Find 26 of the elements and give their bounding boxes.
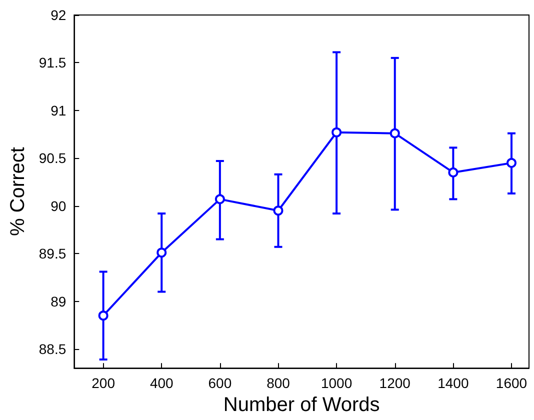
- point: [506, 158, 517, 168]
- x-tick-label: 1000: [320, 375, 352, 392]
- x-tick-label: 800: [266, 375, 290, 392]
- x-axis-title: Number of Words: [223, 394, 380, 416]
- point: [273, 206, 284, 216]
- point: [332, 127, 342, 138]
- x-tick-label: 1600: [496, 375, 528, 392]
- point: [448, 167, 458, 178]
- y-tick-label: 89.5: [38, 246, 66, 262]
- y-tick-label: 88.5: [38, 341, 66, 358]
- y-tick-label: 91.5: [38, 54, 66, 71]
- y-tick-label: 92: [50, 7, 66, 23]
- point: [98, 310, 108, 321]
- x-tick-label: 1200: [379, 375, 411, 392]
- y-tick-label: 89: [50, 293, 66, 310]
- x-tick-label: 1400: [438, 375, 469, 392]
- point: [214, 194, 225, 204]
- x-tick-label: 600: [208, 375, 232, 392]
- y-tick-label: 90.5: [38, 150, 66, 166]
- x-tick-label: 400: [150, 375, 174, 392]
- y-axis-title: % Correct: [7, 146, 29, 236]
- y-tick-label: 90: [50, 198, 66, 214]
- point: [156, 248, 167, 258]
- point: [390, 128, 400, 138]
- x-tick-label: 200: [92, 375, 116, 392]
- y-tick-label: 91: [50, 102, 66, 118]
